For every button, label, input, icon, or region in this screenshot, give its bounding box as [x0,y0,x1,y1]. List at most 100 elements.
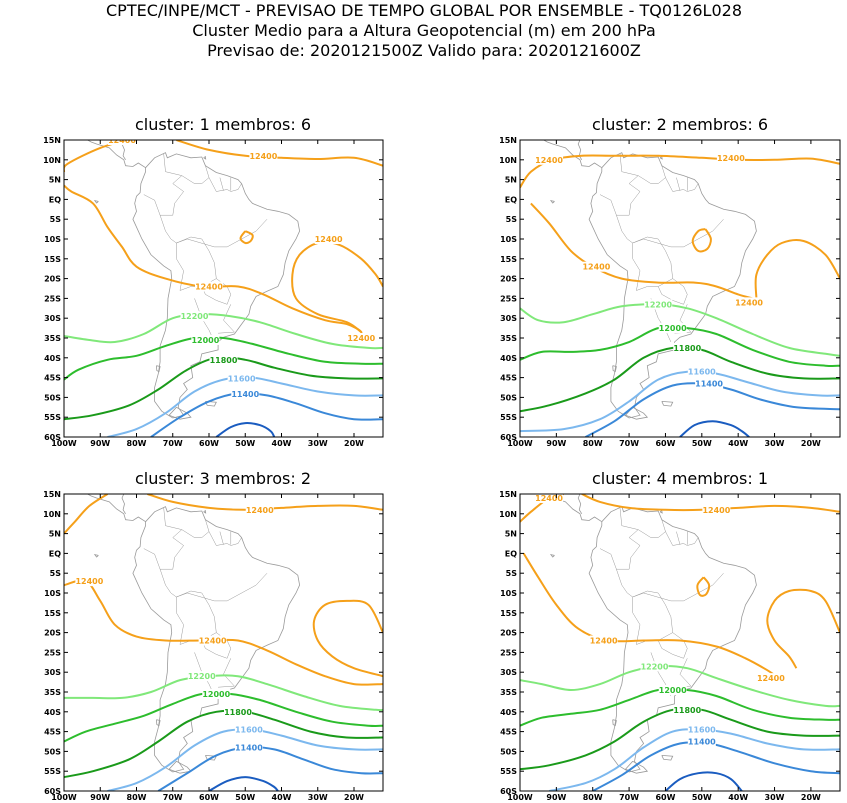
contour-12400 [239,230,254,245]
panel-title: cluster: 1 membros: 6 [135,115,311,134]
contour-label-bg [582,261,611,272]
lat-label: 5N [49,176,61,185]
header-line-2: Cluster Medio para a Altura Geopotencial… [192,21,656,40]
lat-label: 20S [500,629,517,638]
contour-label-bg [695,378,724,389]
contour-label: 11600 [235,726,263,735]
lon-label: 60W [655,439,675,448]
contour-label: 11400 [231,390,259,399]
contour-label-bg [673,342,702,353]
panel-title: cluster: 4 membros: 1 [592,469,768,488]
contour-label-bg [195,281,223,292]
lon-label: 40W [272,793,292,802]
country-border [632,573,724,602]
contour-12000 [64,691,383,743]
lat-label: 15N [499,136,517,145]
lon-label: 20W [344,439,364,448]
lon-label: 80W [583,793,603,802]
contour-label: 12200 [644,300,672,309]
contour-label: 12200 [181,312,209,321]
lat-label: 5N [505,530,517,539]
lat-label: 10N [43,510,61,519]
lon-label: 20W [344,793,364,802]
country-border [176,573,268,602]
country-border [159,215,177,244]
lon-label: 100W [51,439,77,448]
contour-label: 12400 [535,494,563,503]
contour-label: 12000 [659,324,687,333]
lon-label: 80W [583,439,603,448]
contour-label-bg [314,234,343,244]
lon-label: 20W [801,439,821,448]
contour-11200 [208,776,279,791]
lat-label: 60S [44,433,61,442]
lat-label: 10N [499,156,517,165]
island-outline [168,760,192,774]
lat-label: 10N [499,510,517,519]
country-border [159,569,177,598]
contour-label-bg [198,635,227,646]
lon-label: 30W [765,793,785,802]
contour-label: 12400 [582,263,610,272]
contour-12400 [581,494,840,513]
contour-label: 11400 [235,743,263,752]
lat-label: 60S [44,787,61,796]
lat-label: 40S [500,354,517,363]
country-border [616,569,633,598]
contour-label-bg [202,688,231,699]
contour-11600 [107,376,383,437]
contour-label-bg [209,354,238,365]
central-america-coastline [542,140,603,169]
contour-11400 [150,392,383,437]
lat-label: 25S [44,294,61,303]
country-border [676,177,681,191]
contour-11200 [664,771,743,791]
lat-label: 50S [500,393,517,402]
country-border [208,177,242,192]
contour-12400 [530,202,753,300]
panel-cluster-3: cluster: 3 membros: 2 12400 12400 12400 122… [43,469,384,802]
contour-label-bg [702,504,731,515]
contour-label: 12400 [249,152,277,161]
contour-label: 12000 [191,336,219,345]
lat-label: 55S [500,767,517,776]
lat-label: 55S [44,767,61,776]
country-border [143,548,161,570]
country-border [638,165,666,184]
contour-label-bg [231,389,260,400]
contour-12400 [64,579,383,686]
lon-label: 100W [51,793,77,802]
lat-label: 5S [506,215,518,224]
contour-12400 [754,239,840,299]
contour-label-bg [735,297,764,308]
contour-label-bg [75,576,104,587]
country-border [218,304,235,334]
central-america-coastline [86,494,146,523]
contour-label-bg [224,706,252,717]
contour-label: 12200 [641,662,669,671]
lat-label: 30S [44,314,61,323]
lat-label: 55S [500,413,517,422]
contour-12200 [64,313,383,350]
country-border [657,632,688,659]
contour-label: 12400 [535,156,563,165]
contour-label-bg [187,671,216,682]
header-line-1: CPTEC/INPE/MCT - PREVISAO DE TEMPO GLOBA… [106,1,742,20]
contour-11600 [548,728,840,791]
contour-label-bg [191,334,220,345]
panel-title: cluster: 2 membros: 6 [592,115,768,134]
map-area: 12400 12400 12400 12400 12200 12000 11800 11600… [520,494,840,791]
contour-label-bg [347,333,376,343]
country-border [676,531,681,545]
contour-label-bg [535,154,564,165]
contour-label-bg [756,673,785,684]
panel-cluster-4: cluster: 4 membros: 1 124001240012400124… [499,469,841,802]
country-border [160,507,184,570]
lat-label: 50S [500,747,517,756]
lat-label: 45S [44,374,61,383]
contour-11200 [679,420,750,437]
lat-label: 10S [500,589,517,598]
map-frame [63,493,384,792]
lat-label: 30S [500,314,517,323]
